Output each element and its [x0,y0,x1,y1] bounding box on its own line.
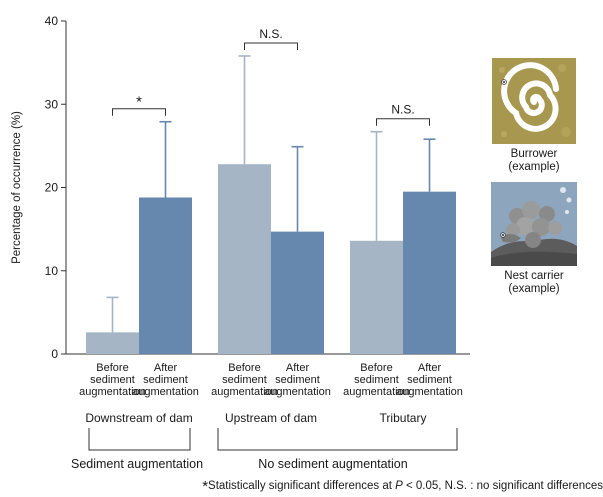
nest-carrier-icon [491,182,577,266]
bar-label: After [286,362,310,374]
treatment-label: Sediment augmentation [71,457,203,471]
y-tick-label: 30 [45,97,59,111]
burrower-caption-note: (example) [508,161,560,173]
bar [403,191,456,354]
bar-label: Before [96,362,128,374]
bar-label: Before [228,362,260,374]
group-label: Tributary [380,411,427,425]
nest-carrier-caption-note: (example) [508,283,560,295]
y-axis-title: Percentage of occurrence (%) [11,111,23,264]
significance-label: N.S. [259,27,282,41]
footnote-p-symbol: P [395,480,403,492]
nest-carrier-caption: Nest carrier (example) [479,270,589,296]
bar-label: augmentation [79,386,146,398]
bar [350,240,403,354]
y-tick-label: 40 [45,14,59,28]
bar-label: sediment [407,374,452,386]
bar-label: augmentation [211,386,278,398]
burrower-caption: Burrower (example) [479,148,589,174]
y-tick-label: 10 [45,264,59,278]
bar-label: augmentation [396,386,463,398]
bar-label: sediment [143,374,188,386]
bar [139,197,192,354]
burrower-icon [492,58,576,144]
bar [271,231,324,354]
significance-bracket [112,108,166,116]
significance-label: * [136,94,142,111]
footnote: *Statistically significant differences a… [0,478,603,495]
bar-label: After [154,362,178,374]
significance-label: N.S. [391,103,414,117]
footnote-star: * [202,478,209,495]
footnote-text-post: < 0.05, N.S. : no significant difference… [402,480,603,492]
bar-label: After [418,362,442,374]
bar [86,332,139,354]
treatment-label: No sediment augmentation [258,457,407,471]
treatment-bracket [88,428,191,451]
y-tick-label: 0 [51,347,58,361]
bar-label: sediment [354,374,399,386]
significance-bracket [244,42,298,50]
bar-label: augmentation [264,386,331,398]
bar-label: sediment [275,374,320,386]
footnote-text-pre: Statistically significant differences at [208,480,396,492]
bar-label: augmentation [343,386,410,398]
significance-bracket [376,118,430,126]
bar-label: sediment [90,374,135,386]
burrower-caption-name: Burrower [510,148,558,160]
bar [218,164,271,354]
group-label: Downstream of dam [85,411,192,425]
bar-label: augmentation [132,386,199,398]
y-tick-label: 20 [45,181,59,195]
bar-label: Before [360,362,392,374]
treatment-bracket [217,428,458,451]
group-label: Upstream of dam [225,411,317,425]
bar-label: sediment [222,374,267,386]
nest-carrier-caption-name: Nest carrier [504,270,564,282]
